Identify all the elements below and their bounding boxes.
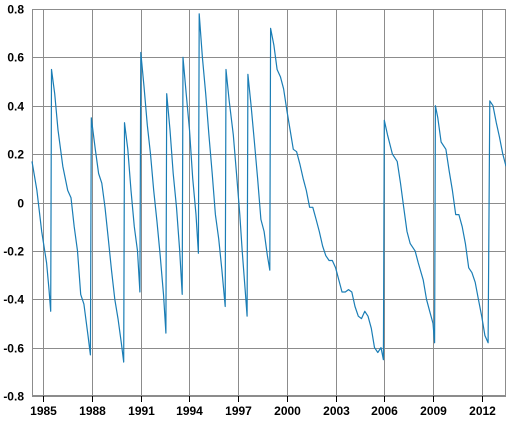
x-tick-label: 1994 xyxy=(176,404,203,418)
x-tick-label: 1988 xyxy=(79,404,106,418)
y-axis-tick-labels: -0.8 -0.6 -0.4 -0.2 0 0.2 0.4 0.6 0.8 xyxy=(3,3,24,404)
x-tick-label: 2006 xyxy=(371,404,398,418)
x-tick-label: 2003 xyxy=(323,404,350,418)
vertical-gridlines xyxy=(43,9,483,396)
x-axis-ticks xyxy=(43,396,483,402)
series-layer xyxy=(31,13,506,363)
y-tick-label: -0.4 xyxy=(3,293,24,307)
x-tick-label: 1985 xyxy=(30,404,57,418)
x-tick-label: 2000 xyxy=(274,404,301,418)
y-tick-label: -0.6 xyxy=(3,342,24,356)
x-tick-label: 2009 xyxy=(420,404,447,418)
y-tick-label: 0.4 xyxy=(7,100,24,114)
x-tick-label: 2012 xyxy=(469,404,496,418)
y-tick-label: -0.2 xyxy=(3,245,24,259)
y-tick-label: 0.2 xyxy=(7,148,24,162)
x-tick-label: 1997 xyxy=(225,404,252,418)
series-line xyxy=(31,13,506,363)
y-tick-label: 0.8 xyxy=(7,3,24,17)
x-tick-label: 1991 xyxy=(128,404,155,418)
y-tick-label: 0 xyxy=(17,197,24,211)
x-axis-tick-labels: 1985 1988 1991 1994 1997 2000 2003 2006 2009 2012 xyxy=(30,404,496,418)
y-tick-label: -0.8 xyxy=(3,390,24,404)
y-tick-label: 0.6 xyxy=(7,51,24,65)
